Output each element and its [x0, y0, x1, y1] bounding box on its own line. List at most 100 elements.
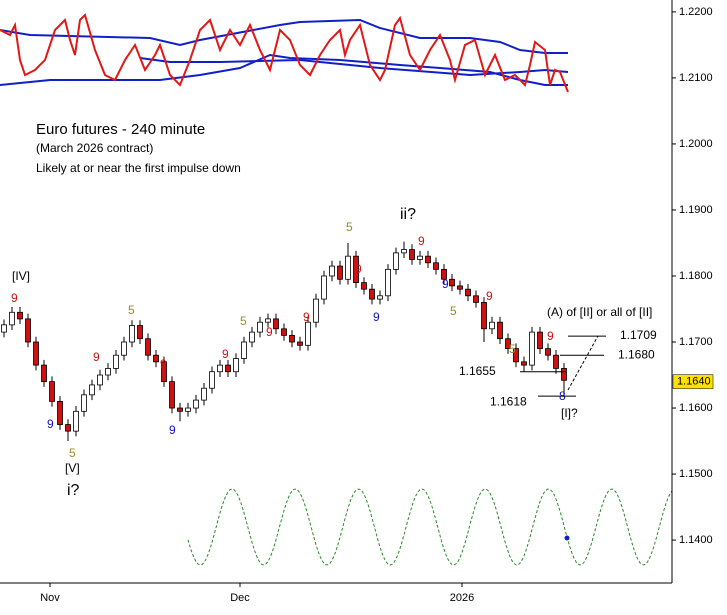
- candle-body: [249, 331, 255, 343]
- candle-body: [465, 288, 471, 297]
- wave-label: 5: [509, 342, 516, 356]
- candle-body: [417, 255, 423, 260]
- candle-body: [521, 361, 527, 366]
- wave-label: 9: [373, 310, 380, 324]
- candle-body: [345, 255, 351, 280]
- candle-body: [217, 364, 223, 373]
- candle-body: [401, 249, 407, 254]
- wave-label: 9: [486, 289, 493, 303]
- candle-body: [337, 265, 343, 280]
- x-tick-label: Dec: [230, 592, 250, 604]
- candle-body: [225, 364, 231, 373]
- candle-body: [281, 328, 287, 336]
- cycle-wave: [187, 488, 673, 566]
- candle-body: [1, 324, 7, 333]
- wave-label: [IV]: [12, 269, 30, 283]
- wave-label: ii?: [400, 206, 416, 223]
- candle-body: [289, 335, 295, 343]
- wave-label: 9: [169, 423, 176, 437]
- wave-label: 9: [266, 325, 273, 339]
- wave-label: [I]?: [561, 406, 578, 420]
- candle-body: [473, 295, 479, 303]
- candle-body: [489, 321, 495, 330]
- candle-body: [129, 325, 135, 343]
- candle-body: [33, 341, 39, 366]
- candle-body: [313, 298, 319, 323]
- candle-body: [41, 364, 47, 383]
- wave-label: 9: [355, 262, 362, 276]
- candle-body: [377, 295, 383, 300]
- candle-body: [57, 401, 63, 425]
- last-price-label: 1.1640: [677, 376, 711, 388]
- subtitle: (March 2026 contract): [36, 141, 153, 155]
- candle-body: [145, 338, 151, 356]
- wave-label: 9: [222, 347, 229, 361]
- candle-body: [257, 321, 263, 333]
- cycle-band: [0, 18, 568, 54]
- wave-label: 5: [69, 446, 76, 460]
- level-label: 1.1655: [459, 364, 496, 378]
- candle-body: [177, 407, 183, 412]
- y-tick-label: 1.2200: [679, 6, 713, 18]
- candle-body: [545, 348, 551, 356]
- candle-body: [265, 318, 271, 323]
- candle-body: [89, 384, 95, 396]
- candle-body: [409, 249, 415, 260]
- candle-body: [457, 285, 463, 290]
- projection: [567, 335, 599, 391]
- candle-body: [201, 387, 207, 401]
- candle-body: [209, 371, 215, 389]
- y-tick-label: 1.1600: [679, 402, 713, 414]
- wave-label: 5: [346, 220, 353, 234]
- candle-body: [153, 354, 159, 363]
- candle-body: [433, 262, 439, 270]
- wave-label: 9: [47, 417, 54, 431]
- y-tick-label: 1.1900: [679, 204, 713, 216]
- candle-body: [297, 341, 303, 346]
- wave-label: 9: [303, 310, 310, 324]
- candle-body: [65, 424, 71, 432]
- candle-body: [169, 381, 175, 409]
- wave-label: 5: [128, 303, 135, 317]
- candle-body: [161, 361, 167, 383]
- candle-body: [505, 338, 511, 350]
- candle-body: [321, 275, 327, 300]
- candle-body: [121, 341, 127, 356]
- candle-body: [97, 374, 103, 386]
- candle-body: [449, 278, 455, 287]
- wave-label: 9: [442, 277, 449, 291]
- candle-body: [185, 407, 191, 412]
- y-tick-label: 1.1400: [679, 534, 713, 546]
- candle-body: [113, 354, 119, 369]
- candle-body: [553, 354, 559, 369]
- candle-body: [393, 252, 399, 270]
- y-tick-label: 1.2100: [679, 72, 713, 84]
- y-tick-label: 1.1700: [679, 336, 713, 348]
- cycle-dot: [564, 535, 570, 541]
- wave-label: 9: [418, 234, 425, 248]
- candle-body: [81, 394, 87, 412]
- wave-label: 9: [547, 329, 554, 343]
- wave-label: 9: [93, 350, 100, 364]
- y-tick-label: 1.1500: [679, 468, 713, 480]
- candle-body: [385, 268, 391, 297]
- candle-body: [49, 381, 55, 402]
- wave-label: 9: [160, 357, 167, 371]
- candle-body: [369, 288, 375, 300]
- candle-body: [305, 321, 311, 346]
- candle-body: [529, 331, 535, 366]
- wave-label: (A) of [II] or all of [II]: [547, 305, 652, 319]
- wave-label: 5: [240, 314, 247, 328]
- candle-body: [273, 318, 279, 330]
- wave-label: 9: [11, 291, 18, 305]
- wave-label: 5: [450, 304, 457, 318]
- x-tick-label: 2026: [450, 592, 474, 604]
- candle-body: [9, 311, 15, 326]
- candle-body: [441, 268, 447, 280]
- candle-body: [241, 341, 247, 359]
- level-label: 1.1618: [490, 394, 527, 408]
- cycle-band: [139, 57, 569, 77]
- candle-body: [537, 331, 543, 350]
- wave-label: i?: [67, 482, 80, 499]
- candle-body: [137, 325, 143, 340]
